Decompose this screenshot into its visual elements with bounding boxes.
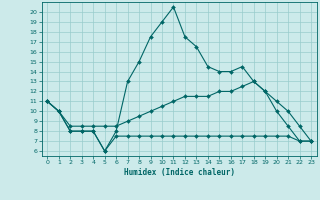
X-axis label: Humidex (Indice chaleur): Humidex (Indice chaleur) bbox=[124, 168, 235, 177]
